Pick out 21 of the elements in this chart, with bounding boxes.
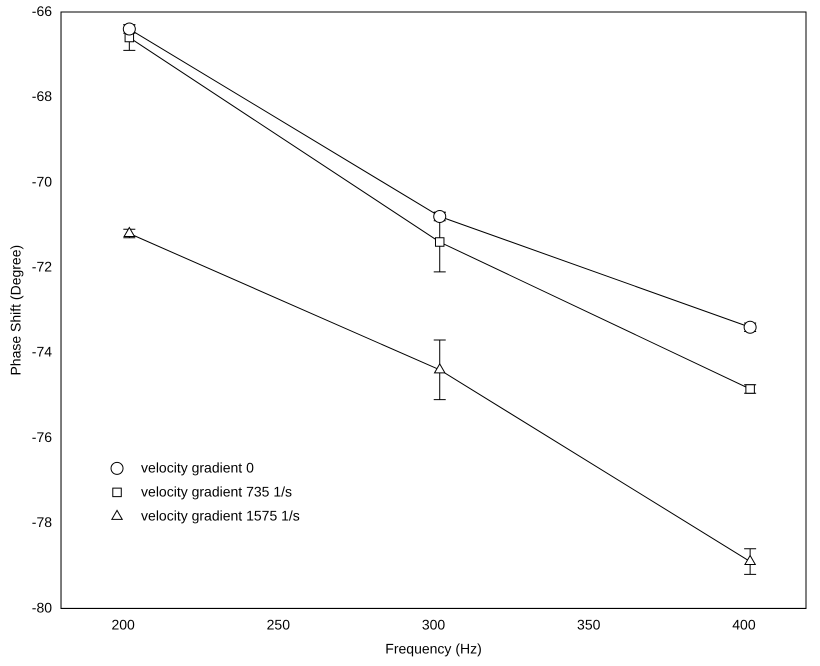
x-tick-label: 250 <box>266 616 290 633</box>
x-tick-label: 300 <box>422 616 446 633</box>
y-tick-label: -74 <box>32 344 52 360</box>
legend-label: velocity gradient 1575 1/s <box>141 507 300 524</box>
x-tick-label: 400 <box>732 616 756 633</box>
x-tick-label: 200 <box>111 616 136 633</box>
legend-label: velocity gradient 735 1/s <box>141 483 292 500</box>
y-tick-label: -68 <box>32 88 52 104</box>
y-tick-label: -80 <box>32 599 52 616</box>
x-tick-label: 350 <box>577 616 601 633</box>
point <box>434 363 446 374</box>
y-axis-title: Phase Shift (Degree) <box>7 244 24 376</box>
y-tick-label: -66 <box>32 2 52 19</box>
point <box>434 237 444 247</box>
point <box>744 555 756 566</box>
y-tick-label: -72 <box>32 258 52 274</box>
y-tick-label: -70 <box>32 173 52 190</box>
y-tick-label: -76 <box>32 428 52 445</box>
y-tick-label: -78 <box>32 514 52 530</box>
x-axis-title: Frequency (Hz) <box>385 640 482 656</box>
legend-label: velocity gradient 0 <box>141 459 254 476</box>
